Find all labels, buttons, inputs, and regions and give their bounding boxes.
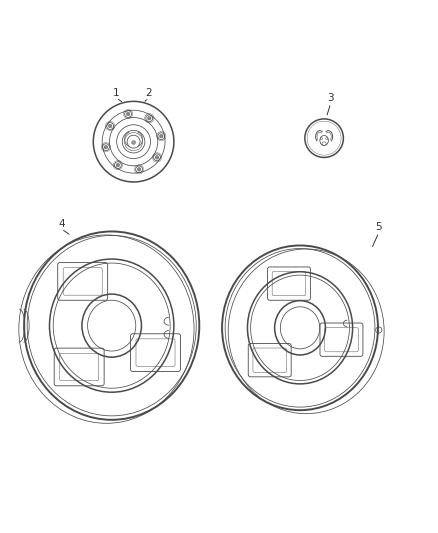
Text: 4: 4 [58, 219, 65, 229]
Circle shape [131, 141, 136, 144]
Circle shape [148, 116, 151, 120]
Text: 5: 5 [375, 222, 382, 232]
Circle shape [104, 146, 108, 149]
Text: 3: 3 [327, 93, 334, 103]
Circle shape [155, 156, 159, 159]
Text: 2: 2 [145, 87, 152, 98]
Circle shape [108, 124, 112, 128]
Circle shape [116, 163, 120, 167]
Circle shape [137, 167, 141, 171]
Circle shape [126, 112, 130, 116]
Circle shape [159, 134, 163, 138]
Text: 1: 1 [113, 87, 120, 98]
